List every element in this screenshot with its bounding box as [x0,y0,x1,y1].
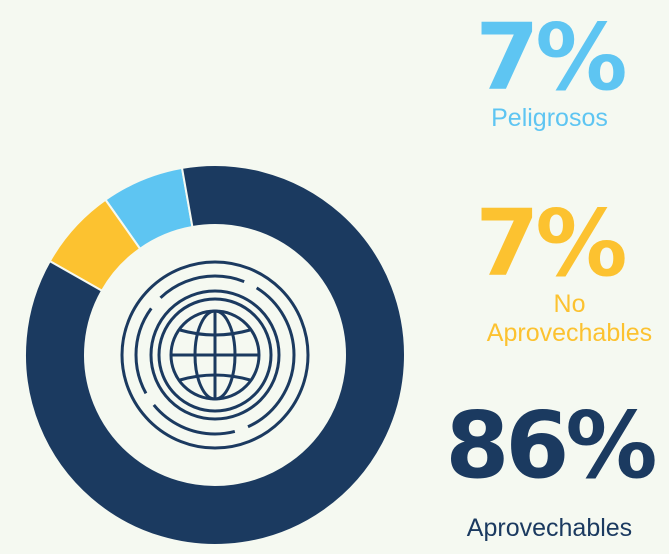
donut [24,164,406,546]
value-label: 7% [475,4,627,111]
category-label: Peligrosos [491,104,608,132]
category-label: Aprovechables [466,514,633,542]
value-label: 86% [445,392,657,499]
value-label: 7% [475,190,627,297]
donut-slice [24,164,406,546]
category-label: No Aprovechables [486,290,653,347]
globe-icon [120,260,310,450]
